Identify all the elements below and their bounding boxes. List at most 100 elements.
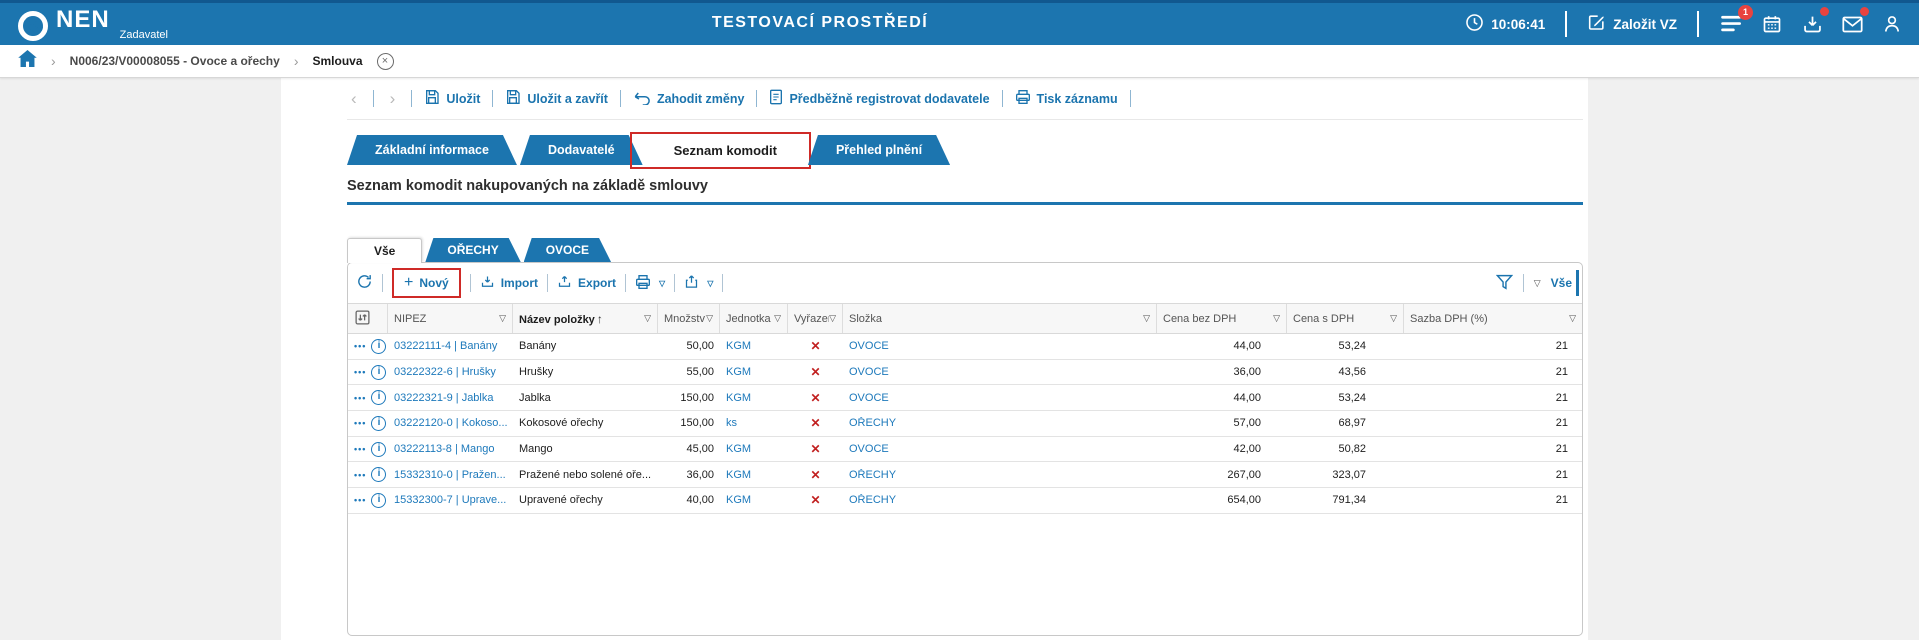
folder-link[interactable]: OVOCE [849, 391, 889, 404]
column-chooser[interactable] [348, 304, 388, 333]
row-menu-icon[interactable]: ••• [354, 341, 367, 352]
folder-link[interactable]: OVOCE [849, 340, 889, 353]
tasks-menu-button[interactable]: 1 [1719, 5, 1753, 37]
column-header-vyrazeno[interactable]: Vyřazeno ▽ [788, 304, 843, 333]
share-grid-button[interactable]: ▽ [684, 274, 713, 292]
print-grid-button[interactable]: ▽ [635, 274, 665, 293]
filter-triangle-icon[interactable]: ▽ [644, 313, 651, 323]
scrollbar-thumb[interactable] [1576, 270, 1579, 296]
quantity-cell: 50,00 [686, 340, 714, 353]
tab-zakladni-informace[interactable]: Základní informace [347, 135, 517, 165]
column-header-jednotka[interactable]: Jednotka ▽ [720, 304, 788, 333]
vat-rate-cell: 21 [1555, 494, 1568, 507]
column-header-cena-bez-dph[interactable]: Cena bez DPH ▽ [1157, 304, 1287, 333]
row-menu-icon[interactable]: ••• [354, 469, 367, 480]
tab-prehled-plneni[interactable]: Přehled plnění [808, 135, 950, 165]
print-record-button[interactable]: Tisk záznamu [1015, 89, 1118, 108]
breadcrumb-item-current[interactable]: Smlouva [312, 54, 363, 68]
folder-link[interactable]: OŘECHY [849, 494, 897, 507]
discard-changes-button[interactable]: Zahodit změny [633, 90, 744, 108]
inbox-download-button[interactable] [1799, 7, 1829, 37]
filter-triangle-icon[interactable]: ▽ [499, 313, 506, 323]
create-vz-button[interactable]: Založit VZ [1587, 13, 1677, 35]
export-button[interactable]: Export [557, 274, 616, 292]
unit-link[interactable]: KGM [726, 443, 752, 456]
nipez-link[interactable]: 03222321-9 | Jablka [394, 391, 494, 404]
folder-link[interactable]: OŘECHY [849, 468, 897, 481]
table-body: ••• i 03222111-4 | Banány Banány 50,00 K… [348, 334, 1582, 514]
unit-link[interactable]: KGM [726, 494, 752, 507]
messages-button[interactable] [1839, 7, 1869, 37]
new-button[interactable]: + Nový [404, 274, 449, 291]
nipez-link[interactable]: 03222120-0 | Kokoso... [394, 417, 508, 430]
row-menu-icon[interactable]: ••• [354, 495, 367, 506]
folder-link[interactable]: OVOCE [849, 443, 889, 456]
filter-triangle-icon[interactable]: ▽ [774, 313, 781, 323]
tab-dodavatele[interactable]: Dodavatelé [520, 135, 643, 165]
export-icon [557, 274, 572, 292]
import-button[interactable]: Import [480, 274, 538, 292]
filter-triangle-icon[interactable]: ▽ [1143, 313, 1150, 323]
unit-link[interactable]: KGM [726, 340, 752, 353]
column-header-sazba-dph[interactable]: Sazba DPH (%) ▽ [1410, 312, 1576, 325]
subtab-ovoce[interactable]: OVOCE [524, 238, 611, 262]
row-menu-icon[interactable]: ••• [354, 392, 367, 403]
filter-triangle-icon[interactable]: ▽ [1390, 313, 1397, 323]
quantity-cell: 45,00 [686, 443, 714, 456]
nen-logo[interactable]: NEN Zadavatel [18, 7, 168, 41]
info-icon[interactable]: i [371, 492, 387, 508]
filter-triangle-icon[interactable]: ▽ [1569, 313, 1576, 323]
row-menu-icon[interactable]: ••• [354, 367, 367, 378]
save-close-button[interactable]: Uložit a zavřít [505, 89, 608, 108]
column-header-mnozstvi[interactable]: Množství ▽ [658, 304, 720, 333]
price-vat-cell: 50,82 [1338, 443, 1366, 456]
filter-triangle-icon[interactable]: ▽ [1273, 313, 1280, 323]
refresh-icon[interactable] [356, 273, 373, 293]
preregister-supplier-button[interactable]: Předběžně registrovat dodavatele [769, 89, 990, 108]
home-icon[interactable] [18, 50, 37, 72]
info-icon[interactable]: i [371, 390, 387, 406]
tab-seznam-komodit[interactable]: Seznam komodit [629, 132, 812, 169]
column-header-slozka[interactable]: Složka ▽ [843, 304, 1157, 333]
nipez-link[interactable]: 15332310-0 | Pražen... [394, 468, 506, 481]
vat-rate-cell: 21 [1555, 391, 1568, 404]
removed-x-icon: ✕ [810, 390, 821, 405]
filter-triangle-icon[interactable]: ▽ [829, 313, 836, 323]
subtab-vse[interactable]: Vše [347, 238, 423, 263]
removed-x-icon: ✕ [810, 416, 821, 431]
nipez-link[interactable]: 03222113-8 | Mango [394, 443, 495, 456]
unit-link[interactable]: ks [726, 417, 737, 430]
row-menu-icon[interactable]: ••• [354, 418, 367, 429]
nipez-link[interactable]: 15332300-7 | Uprave... [394, 494, 507, 507]
info-icon[interactable]: i [371, 467, 387, 483]
logo-subtitle: Zadavatel [119, 28, 168, 41]
folder-link[interactable]: OVOCE [849, 366, 889, 379]
unit-link[interactable]: KGM [726, 366, 752, 379]
row-menu-icon[interactable]: ••• [354, 444, 367, 455]
column-header-nazev-polozky[interactable]: Název položky ↑ ▽ [513, 304, 658, 333]
unit-link[interactable]: KGM [726, 468, 752, 481]
filter-triangle-icon[interactable]: ▽ [706, 313, 713, 323]
view-filter-all[interactable]: Vše [1550, 276, 1572, 290]
column-header-nipez[interactable]: NIPEZ ▽ [388, 304, 513, 333]
close-tab-icon[interactable]: × [376, 52, 394, 70]
unit-link[interactable]: KGM [726, 391, 752, 404]
info-icon[interactable]: i [371, 415, 387, 431]
info-icon[interactable]: i [371, 364, 387, 380]
prev-record-button[interactable]: ‹ [351, 88, 357, 108]
info-icon[interactable]: i [371, 441, 387, 457]
calendar-button[interactable] [1759, 11, 1785, 37]
breadcrumb-item-contract[interactable]: N006/23/V00008055 - Ovoce a ořechy [69, 54, 280, 68]
info-icon[interactable]: i [371, 338, 387, 354]
nipez-link[interactable]: 03222322-6 | Hrušky [394, 366, 496, 379]
nipez-link[interactable]: 03222111-4 | Banány [394, 340, 498, 353]
column-header-cena-s-dph[interactable]: Cena s DPH ▽ [1287, 304, 1404, 333]
filter-funnel-icon[interactable] [1495, 274, 1513, 293]
subtab-orechy[interactable]: OŘECHY [425, 238, 520, 262]
removed-x-icon: ✕ [810, 442, 821, 457]
folder-link[interactable]: OŘECHY [849, 417, 897, 430]
user-profile-button[interactable] [1879, 11, 1905, 37]
filter-dropdown-icon[interactable]: ▽ [1533, 277, 1541, 288]
next-record-button[interactable]: › [389, 88, 396, 108]
save-button[interactable]: Uložit [424, 89, 480, 108]
